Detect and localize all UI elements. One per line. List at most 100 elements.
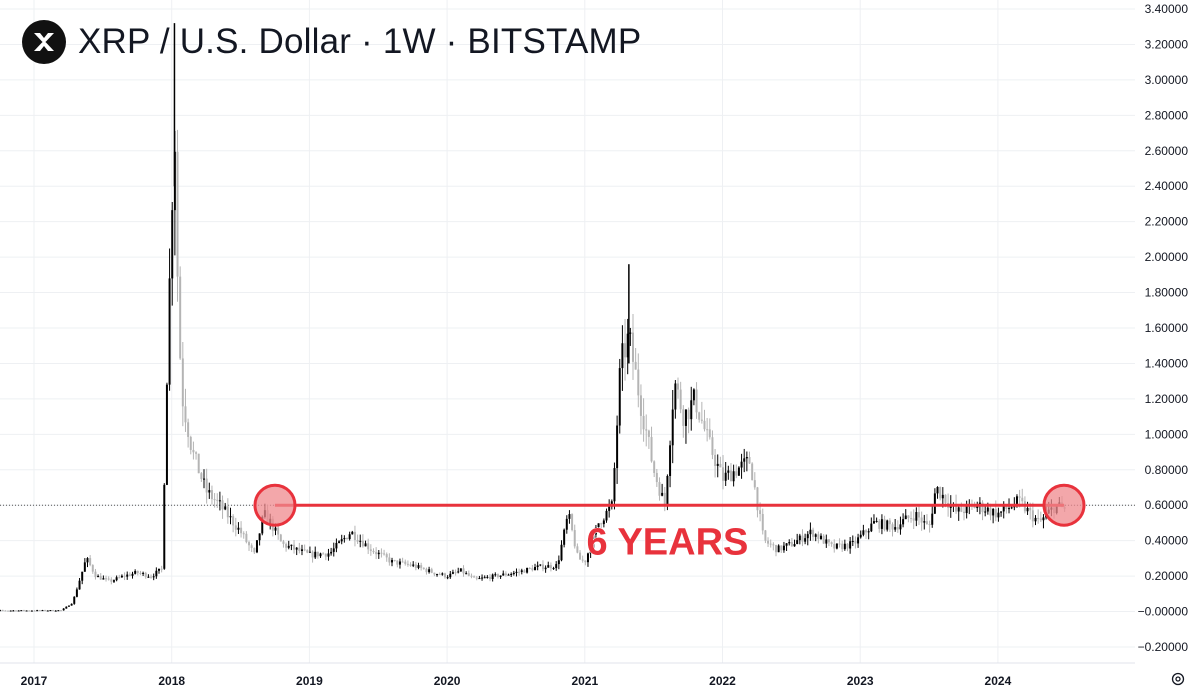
candle-body (957, 507, 960, 512)
candle-body (226, 506, 229, 518)
candle-body (22, 610, 25, 612)
y-tick-label: 0.80000 (1145, 463, 1189, 477)
candle-body (112, 580, 115, 582)
candle-body (1000, 511, 1003, 513)
candle-body (171, 210, 174, 279)
candle-body (722, 467, 725, 481)
candle-body (963, 511, 966, 514)
candle-body (300, 549, 303, 551)
candle-body (412, 564, 415, 566)
candle-body (165, 384, 168, 485)
candle-body (767, 540, 770, 544)
candle-body (195, 452, 198, 454)
candle-body (205, 478, 208, 493)
candle-body (449, 573, 452, 578)
candle-body (221, 500, 224, 510)
candle-body (759, 510, 762, 515)
candle-body (838, 543, 841, 545)
candle-body (0, 610, 2, 612)
candle-body (126, 574, 129, 577)
candle-body (1034, 517, 1037, 522)
candle-body (520, 570, 523, 572)
candle-body (274, 527, 277, 531)
candle-body (1029, 508, 1032, 511)
candle-body (600, 523, 603, 525)
candle-body (414, 564, 417, 568)
candlestick-series[interactable] (0, 23, 1066, 612)
candle-body (99, 576, 102, 580)
candle-body (555, 564, 558, 569)
candle-body (568, 514, 571, 519)
candle-body (499, 575, 502, 577)
candle-body (801, 535, 804, 542)
y-tick-label: 2.40000 (1145, 179, 1189, 193)
candle-body (690, 400, 693, 420)
x-tick-label: 2018 (158, 674, 185, 688)
candle-body (277, 527, 280, 535)
candle-body (425, 568, 428, 573)
candle-body (78, 580, 81, 590)
candle-body (820, 535, 823, 540)
candle-body (168, 278, 171, 385)
candle-body (142, 572, 145, 574)
candle-body (457, 571, 460, 573)
candle-body (353, 531, 356, 540)
y-axis[interactable]: 3.40000 3.20000 3.00000 2.80000 2.60000 2.400… (1138, 2, 1189, 654)
candle-body (311, 551, 314, 558)
candle-body (163, 484, 166, 569)
candle-body (216, 499, 219, 501)
candle-body (764, 530, 767, 541)
candle-body (65, 606, 68, 609)
candle-body (488, 576, 491, 579)
candle-body (147, 576, 150, 578)
candle-body (613, 468, 616, 502)
candle-body (210, 490, 213, 500)
candle-body (849, 541, 852, 549)
gear-icon[interactable] (1170, 671, 1186, 687)
candle-body (827, 539, 830, 543)
candle-body (716, 463, 719, 466)
candle-body (295, 547, 298, 550)
candle-body (796, 540, 799, 545)
candle-body (308, 551, 311, 553)
candle-body (589, 549, 592, 554)
candle-body (515, 571, 518, 573)
candle-body (200, 473, 203, 479)
x-tick-label: 2021 (571, 674, 598, 688)
candle-body (804, 538, 807, 542)
candle-body (684, 409, 687, 426)
candle-body (605, 510, 608, 521)
candle-body (38, 610, 41, 612)
candle-body (531, 568, 534, 571)
candle-body (912, 518, 915, 521)
candle-body (393, 560, 396, 562)
candle-body (1005, 505, 1008, 510)
candle-body (917, 512, 920, 518)
candle-body (9, 610, 12, 612)
candle-body (740, 461, 743, 468)
candle-body (727, 470, 730, 473)
candle-body (504, 573, 507, 576)
candle-body (621, 343, 624, 369)
candle-body (581, 559, 584, 561)
x-tick-label: 2022 (709, 674, 736, 688)
candle-body (867, 531, 870, 533)
candle-body (798, 535, 801, 541)
candle-body (891, 524, 894, 530)
candle-body (549, 565, 552, 569)
candle-body (825, 539, 828, 544)
candle-body (245, 533, 248, 543)
candle-body (655, 472, 658, 483)
candle-body (745, 457, 748, 459)
candle-body (203, 478, 206, 480)
candle-body (671, 409, 674, 446)
candle-body (994, 509, 997, 518)
candle-body (809, 529, 812, 535)
candle-body (1042, 517, 1045, 521)
candle-body (992, 509, 995, 516)
candle-body (494, 574, 497, 576)
x-axis[interactable]: 2017 2018 2019 2020 2021 2022 2023 2024 (21, 674, 1012, 688)
candle-body (465, 573, 468, 575)
x-tick-label: 2023 (847, 674, 874, 688)
